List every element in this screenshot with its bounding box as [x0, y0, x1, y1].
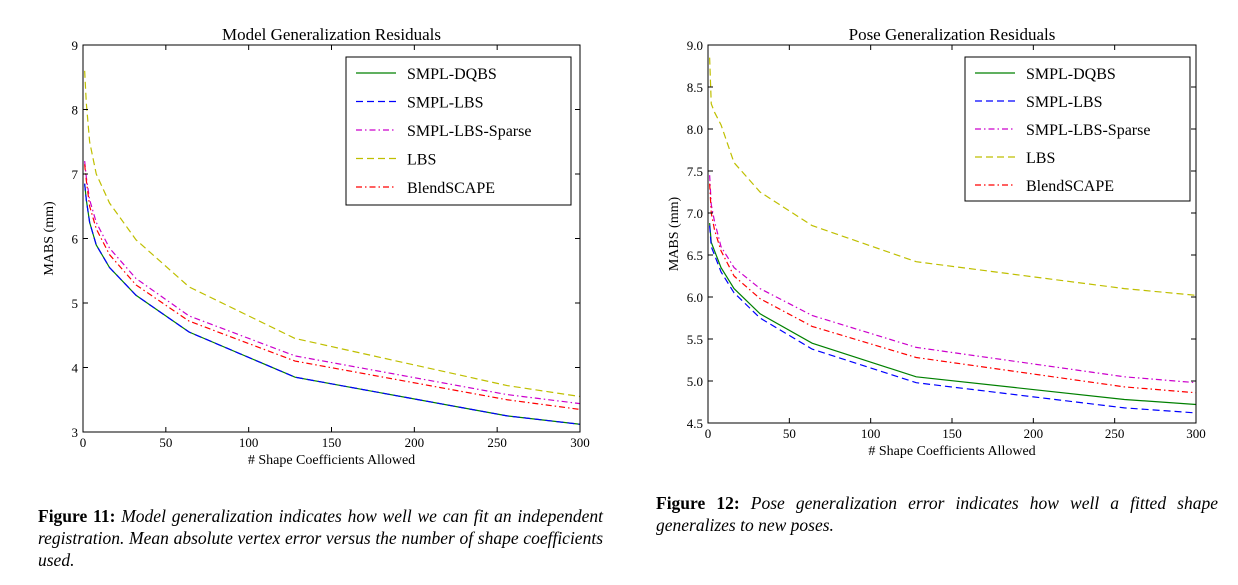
y-tick-label: 5.0: [687, 374, 703, 389]
x-tick-label: 250: [487, 435, 507, 450]
y-tick-label: 7.0: [687, 206, 703, 221]
series-line-smpl-dqbs: [709, 223, 1197, 406]
legend-label: SMPL-DQBS: [1026, 66, 1116, 83]
legend-label: SMPL-LBS-Sparse: [407, 123, 531, 140]
legend-label: SMPL-LBS: [407, 95, 483, 112]
chart-title: Pose Generalization Residuals: [849, 25, 1056, 44]
y-tick-label: 6: [72, 232, 79, 247]
legend-label: BlendSCAPE: [407, 180, 495, 197]
legend-box: [345, 56, 572, 206]
y-tick-label: 4: [72, 361, 79, 376]
figure-11-label: Figure 11:: [38, 506, 116, 526]
legend-label: SMPL-LBS: [1026, 94, 1102, 111]
y-tick-label: 5.5: [687, 332, 703, 347]
legend-label: BlendSCAPE: [1026, 178, 1114, 195]
figure-11-caption: Figure 11: Model generalization indicate…: [38, 505, 603, 571]
figure-12-label: Figure 12:: [656, 493, 740, 513]
model-generalization-chart: Model Generalization Residuals 0 50 100 150 2…: [42, 25, 590, 468]
legend-label: SMPL-LBS-Sparse: [1026, 122, 1150, 139]
y-tick-label: 7.5: [687, 164, 703, 179]
series-line-lbs: [84, 70, 581, 398]
x-tick-label: 300: [1186, 426, 1206, 441]
y-axis-label: MABS (mm): [42, 201, 57, 276]
x-axis-label: # Shape Coefficients Allowed: [248, 453, 415, 468]
series-line-smpl-lbs-sparse: [709, 175, 1197, 384]
x-tick-label: 100: [861, 426, 881, 441]
y-tick-label: 9.0: [687, 38, 703, 53]
y-tick-label: 8.5: [687, 80, 703, 95]
x-tick-label: 0: [705, 426, 712, 441]
legend-label: LBS: [407, 152, 436, 169]
series-line-smpl-lbs: [709, 225, 1197, 414]
y-tick-label: 3: [72, 425, 79, 440]
y-tick-label: 6.0: [687, 290, 703, 305]
x-tick-label: 100: [239, 435, 259, 450]
series-line-smpl-lbs-sparse: [84, 161, 581, 405]
x-tick-label: 0: [80, 435, 87, 450]
legend-label: LBS: [1026, 150, 1055, 167]
legend-label: SMPL-DQBS: [407, 66, 497, 83]
pose-generalization-chart: Pose Generalization Residuals 0 50 100 150 20…: [667, 25, 1206, 459]
series-line-smpl-dqbs: [84, 183, 581, 425]
x-tick-label: 250: [1105, 426, 1125, 441]
x-tick-label: 50: [783, 426, 796, 441]
series-line-blendscape: [84, 164, 581, 411]
legend-box: [964, 56, 1191, 202]
x-tick-label: 200: [1024, 426, 1044, 441]
x-tick-label: 150: [942, 426, 962, 441]
figure-12-text: Pose generalization error indicates how …: [656, 493, 1218, 535]
series-line-lbs: [709, 57, 1197, 296]
y-tick-label: 5: [72, 296, 79, 311]
figure-11-text: Model generalization indicates how well …: [38, 506, 603, 570]
y-tick-label: 8: [72, 103, 79, 118]
series-line-smpl-lbs: [84, 183, 581, 425]
x-axis-label: # Shape Coefficients Allowed: [868, 444, 1035, 459]
x-tick-label: 50: [159, 435, 172, 450]
figure-12-caption: Figure 12: Pose generalization error ind…: [656, 492, 1218, 536]
y-tick-label: 6.5: [687, 248, 703, 263]
chart-title: Model Generalization Residuals: [222, 25, 441, 44]
y-tick-label: 9: [72, 38, 79, 53]
y-axis-label: MABS (mm): [667, 197, 682, 272]
y-tick-label: 7: [72, 167, 79, 182]
x-tick-label: 150: [322, 435, 342, 450]
x-tick-label: 200: [405, 435, 425, 450]
y-tick-label: 8.0: [687, 122, 703, 137]
x-tick-label: 300: [570, 435, 590, 450]
y-tick-label: 4.5: [687, 416, 703, 431]
